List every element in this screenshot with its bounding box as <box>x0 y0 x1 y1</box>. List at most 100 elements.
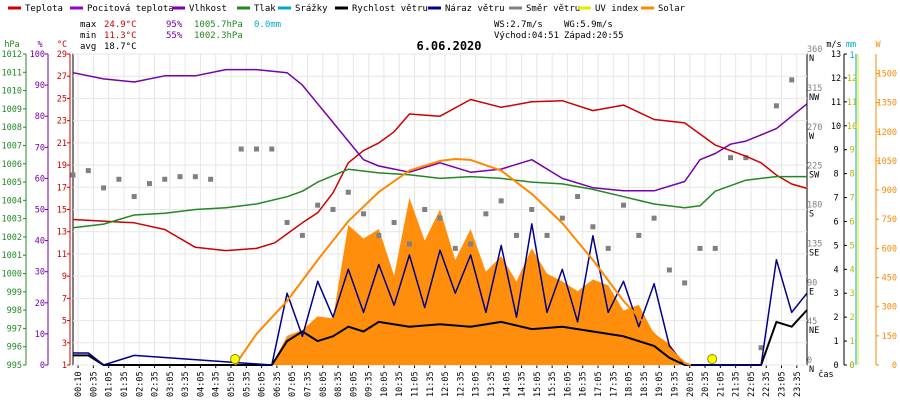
x-tick-label: 21:05 <box>716 371 726 397</box>
wind-direction-point <box>605 245 611 251</box>
solar-axis-tick-label: 1350 <box>877 99 897 109</box>
uv-axis-tick-label: 0 <box>849 361 854 371</box>
direction-degree-label: 225 <box>807 162 822 172</box>
wind-direction-point <box>330 207 336 212</box>
stat-max-press: 1005.7hPa <box>194 20 243 30</box>
legend-item: Solar <box>641 4 686 14</box>
x-tick-label: 09:05 <box>349 371 359 397</box>
x-tick-label: 19:35 <box>670 371 680 397</box>
stat-min-temp: 11.3°C <box>104 31 137 41</box>
wind-direction-point <box>513 232 519 238</box>
x-tick-label: 07:05 <box>288 371 298 397</box>
wind-speed-line <box>73 309 808 366</box>
direction-compass-label: E <box>809 287 814 297</box>
rain-axis-unit: mm <box>846 40 856 50</box>
uv-marker <box>707 354 718 364</box>
x-tick-label: 06:05 <box>258 371 268 397</box>
wind-direction-point <box>345 189 351 195</box>
x-tick-label: 11:05 <box>411 371 421 397</box>
temperature-axis-tick-label: 13 <box>57 228 67 238</box>
humidity-axis-tick-label: 70 <box>35 143 45 153</box>
wind-axis-tick-label: 7 <box>833 194 838 204</box>
temperature-axis-tick-label: 15 <box>57 206 67 216</box>
legend-item: Vlhkost <box>172 4 227 14</box>
pressure-axis-tick-label: 1012 <box>2 50 22 60</box>
humidity-axis-tick-label: 40 <box>35 237 45 247</box>
legend-label: Vlhkost <box>189 4 227 14</box>
wind-direction-point <box>177 174 183 180</box>
pressure-axis-tick-label: 995 <box>7 361 22 371</box>
uv-axis-tick-label: 5 <box>849 241 854 251</box>
x-tick-label: 19:05 <box>655 371 665 397</box>
direction-compass-label: SW <box>809 171 820 181</box>
x-tick-label: 02:35 <box>151 371 161 397</box>
wind-direction-point <box>85 168 91 174</box>
legend-item: Srážky <box>278 4 328 14</box>
uv-axis-tick-label: 7 <box>849 194 854 204</box>
wind-direction-point <box>422 207 428 212</box>
wind-axis-tick-label: 0 <box>833 361 838 371</box>
direction-degree-label: 90 <box>807 278 817 288</box>
temperature-axis-tick-label: 21 <box>57 139 67 149</box>
direction-degree-label: 315 <box>807 84 822 94</box>
solar-axis-tick-label: 1200 <box>877 128 897 138</box>
legend-item: Rychlost větru <box>335 4 428 14</box>
direction-degree-label: 360 <box>807 45 822 55</box>
chart-date: 6.06.2020 <box>416 39 481 53</box>
wind-direction-point <box>284 219 290 225</box>
wind-direction-point <box>666 267 672 273</box>
wind-direction-point <box>651 215 657 221</box>
solar-axis-tick-label: 150 <box>882 332 897 342</box>
legend-item: Teplota <box>8 4 63 14</box>
x-tick-label: 12:35 <box>456 371 466 397</box>
uv-axis-tick-label: 11 <box>847 98 857 108</box>
wind-direction-point <box>254 146 259 152</box>
legend-label: Srážky <box>295 4 328 14</box>
legend-item: Pocitová teplota <box>70 4 174 14</box>
wind-direction-point <box>682 280 688 286</box>
wind-direction-point <box>544 232 550 238</box>
wind-direction-point <box>621 202 626 208</box>
wind-direction-point <box>636 232 642 238</box>
wind-direction-point <box>299 232 305 238</box>
direction-degree-label: 270 <box>807 123 822 133</box>
pressure-axis-tick-label: 1006 <box>2 160 22 170</box>
x-tick-label: 00:35 <box>89 371 99 397</box>
pressure-axis-tick-label: 1002 <box>2 233 22 243</box>
legend-label: Solar <box>658 4 686 14</box>
wind-axis-tick-label: 6 <box>833 217 838 227</box>
solar-axis-unit: W <box>875 40 881 50</box>
solar-axis-tick-label: 300 <box>882 303 897 313</box>
legend-label: Pocitová teplota <box>87 4 174 14</box>
temperature-axis-tick-label: 19 <box>57 161 67 171</box>
temperature-axis-tick-label: 17 <box>57 183 67 193</box>
wind-axis-tick-label: 12 <box>831 74 841 84</box>
legend-item: Směr větru <box>509 4 580 14</box>
pressure-axis-tick-label: 998 <box>7 306 22 316</box>
wind-axis-tick-label: 8 <box>833 170 838 180</box>
wind-direction-point <box>498 198 504 204</box>
wind-direction-point <box>483 211 489 217</box>
legend-item: Tlak <box>237 4 276 14</box>
pressure-axis-tick-label: 1004 <box>2 196 22 206</box>
ground-temperature-line <box>72 68 808 192</box>
x-tick-label: 14:05 <box>502 371 512 397</box>
wind-direction-point <box>758 345 764 351</box>
pressure-line <box>72 168 807 229</box>
temperature-axis-tick-label: 3 <box>62 339 67 349</box>
uv-markers <box>230 354 718 364</box>
wind-direction-point <box>238 146 244 152</box>
pressure-axis-tick-label: 1011 <box>2 68 22 78</box>
wind-direction-point <box>773 103 779 109</box>
humidity-axis-unit: % <box>37 40 42 50</box>
stat-rain: 0.0mm <box>254 20 281 30</box>
wind-direction-point <box>192 174 198 180</box>
pressure-axis-tick-label: 999 <box>7 288 22 298</box>
wind-gust-line <box>73 223 808 366</box>
x-tick-label: 21:35 <box>732 371 742 397</box>
uv-axis-tick-label: 6 <box>849 217 854 227</box>
wind-direction-point <box>575 194 581 200</box>
legend-label: Směr větru <box>526 4 580 14</box>
temperature-axis-tick-label: 23 <box>57 117 67 127</box>
x-tick-label: 05:05 <box>227 371 237 397</box>
